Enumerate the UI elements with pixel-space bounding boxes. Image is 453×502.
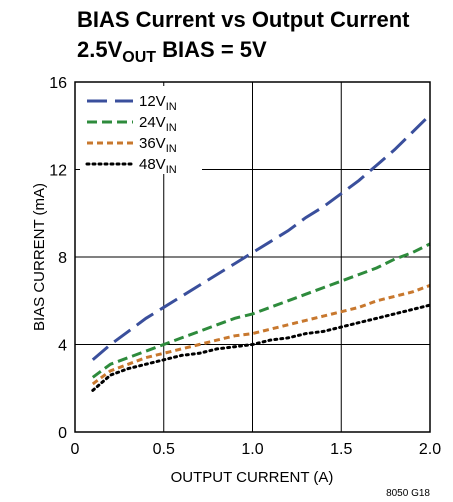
x-tick-label: 0.5	[153, 441, 175, 458]
title-line-2-subscript: OUT	[122, 49, 156, 66]
legend-label-2: 24VIN	[139, 114, 177, 134]
x-tick-label: 2.0	[419, 441, 441, 458]
y-tick-labels: 0 4 8 12 16	[49, 75, 67, 442]
y-tick-label: 0	[58, 425, 67, 442]
title-line-2-main: 2.5V	[77, 37, 123, 62]
x-tick-label: 0	[71, 441, 80, 458]
y-tick-label: 4	[58, 338, 67, 355]
y-axis-label: BIAS CURRENT (mA)	[31, 183, 48, 331]
legend-label-1: 12VIN	[139, 93, 177, 113]
legend-label-4: 48VIN	[139, 156, 177, 176]
series-line-1	[91, 113, 432, 361]
title-line-2: 2.5VOUT BIAS = 5V	[77, 37, 267, 66]
figure-code: 8050 G18	[386, 488, 430, 499]
y-tick-label: 16	[49, 75, 67, 92]
x-tick-label: 1.5	[330, 441, 352, 458]
series-line-3	[91, 283, 431, 386]
x-tick-label: 1.0	[241, 441, 263, 458]
series-line-2	[91, 242, 431, 379]
title-line-2-rest: BIAS = 5V	[156, 37, 267, 62]
legend-label-3: 36VIN	[139, 135, 177, 155]
chart-title: BIAS Current vs Output Current 2.5VOUT B…	[77, 7, 410, 66]
plot-frame	[74, 81, 431, 433]
series-layer	[91, 113, 432, 392]
y-tick-label: 12	[49, 163, 67, 180]
x-axis-label: OUTPUT CURRENT (A)	[171, 469, 334, 486]
title-line-1: BIAS Current vs Output Current	[77, 7, 410, 32]
x-tick-labels: 0 0.5 1.0 1.5 2.0	[71, 441, 442, 458]
y-tick-label: 8	[58, 250, 67, 267]
series-line-4	[91, 303, 432, 392]
